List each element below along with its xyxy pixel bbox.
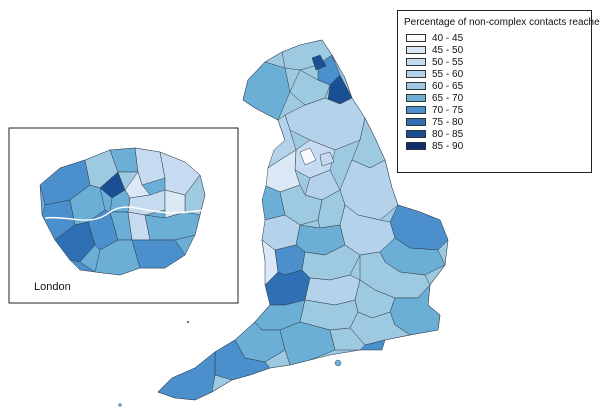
legend-swatch	[406, 46, 426, 54]
legend-swatch	[406, 130, 426, 138]
legend-item: 65 - 70	[406, 92, 591, 104]
legend-label: 65 - 70	[432, 92, 464, 104]
region-oxford	[304, 274, 361, 306]
legend-label: 85 - 90	[432, 140, 464, 152]
legend-title: Percentage of non-complex contacts reach…	[404, 17, 600, 28]
region-sussex	[359, 339, 386, 351]
legend-swatch	[406, 94, 426, 102]
legend-item: 55 - 60	[406, 68, 591, 80]
borough-bromley	[131, 239, 186, 269]
legend-label: 50 - 55	[432, 56, 464, 68]
london-inset-label: London	[34, 281, 71, 293]
london-inset-map	[39, 147, 206, 276]
region-derbyshire	[279, 184, 323, 226]
legend-item: 60 - 65	[406, 80, 591, 92]
legend-swatch	[406, 118, 426, 126]
region-dorset	[264, 349, 291, 369]
legend: Percentage of non-complex contacts reach…	[397, 10, 600, 173]
legend-label: 70 - 75	[432, 104, 464, 116]
legend-swatch	[406, 106, 426, 114]
thames	[44, 206, 206, 221]
region-leeds-small	[319, 151, 335, 167]
legend-item: 50 - 55	[406, 56, 591, 68]
legend-item: 45 - 50	[406, 44, 591, 56]
legend-label: 55 - 60	[432, 68, 464, 80]
region-hull-small	[311, 54, 327, 71]
legend-item: 75 - 80	[406, 116, 591, 128]
legend-swatch	[406, 70, 426, 78]
borough-se	[144, 211, 201, 241]
legend-item: 85 - 90	[406, 140, 591, 152]
legend-swatch	[406, 34, 426, 42]
region-cornwall	[157, 351, 216, 401]
region-sheffield-small	[299, 147, 317, 166]
legend-item: 80 - 85	[406, 128, 591, 140]
region-cumbria	[242, 61, 291, 121]
lundy	[186, 320, 190, 324]
legend-label: 60 - 65	[432, 80, 464, 92]
isle-of-wight	[334, 359, 342, 367]
borough-kingston	[69, 259, 96, 273]
legend-label: 40 - 45	[432, 32, 464, 44]
legend-rows: 40 - 45 45 - 50 50 - 55 55 - 60 60 - 65 65 - …	[398, 32, 591, 152]
isles-of-scilly	[118, 403, 122, 407]
legend-label: 75 - 80	[432, 116, 464, 128]
region-layer	[157, 39, 449, 401]
legend-swatch	[406, 82, 426, 90]
legend-swatch	[406, 142, 426, 150]
legend-label: 45 - 50	[432, 44, 464, 56]
legend-label: 80 - 85	[432, 128, 464, 140]
legend-item: 40 - 45	[406, 32, 591, 44]
legend-item: 70 - 75	[406, 104, 591, 116]
borough-ne	[134, 147, 166, 186]
legend-swatch	[406, 58, 426, 66]
